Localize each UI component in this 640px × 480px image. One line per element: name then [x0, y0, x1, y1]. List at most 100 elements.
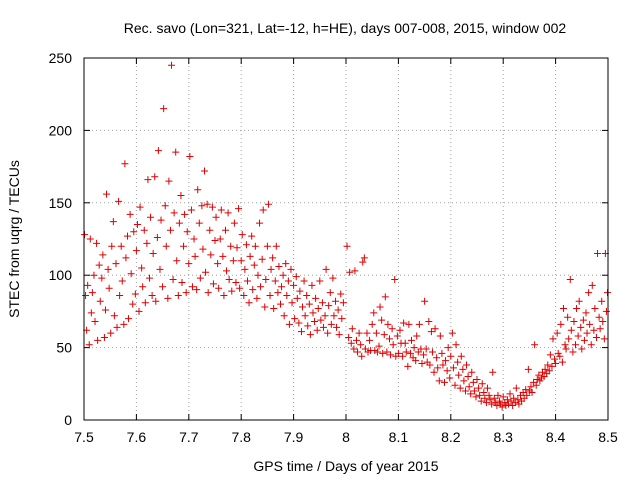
x-tick-label: 8.1	[389, 429, 409, 445]
data-point	[447, 352, 455, 360]
data-point	[358, 352, 366, 360]
data-point	[433, 354, 441, 362]
data-point	[269, 254, 277, 262]
data-point	[587, 341, 595, 349]
data-point	[120, 320, 128, 328]
data-point	[216, 235, 224, 243]
data-point	[319, 323, 327, 331]
data-point	[314, 305, 322, 313]
data-point	[373, 348, 381, 356]
data-point	[583, 329, 591, 337]
data-point	[105, 284, 113, 292]
chart-title: Rec. savo (Lon=321, Lat=-12, h=HE), days…	[124, 20, 567, 36]
data-point	[481, 394, 489, 402]
data-point	[554, 349, 562, 357]
data-point	[602, 307, 610, 315]
data-point	[338, 315, 346, 323]
data-point	[389, 341, 397, 349]
data-point	[372, 329, 380, 337]
data-point	[578, 345, 586, 353]
data-point	[131, 290, 139, 298]
data-point	[187, 206, 195, 214]
data-point	[96, 297, 104, 305]
data-point	[477, 397, 485, 405]
data-point	[108, 242, 116, 250]
data-point	[590, 326, 598, 334]
data-point	[224, 209, 232, 217]
data-point	[460, 377, 468, 385]
data-point	[352, 336, 360, 344]
data-point	[360, 254, 368, 262]
data-point	[596, 325, 604, 333]
data-point	[482, 399, 490, 407]
data-point	[225, 276, 233, 284]
data-point	[493, 402, 501, 410]
data-point	[139, 283, 147, 291]
data-point	[165, 177, 173, 185]
data-point	[546, 351, 554, 359]
data-point	[451, 381, 459, 389]
data-point	[380, 331, 388, 339]
data-point	[522, 386, 530, 394]
data-point	[195, 219, 203, 227]
x-tick-label: 7.9	[284, 429, 304, 445]
data-point	[202, 268, 210, 276]
data-point	[156, 265, 164, 273]
data-point	[147, 213, 155, 221]
data-point	[545, 367, 553, 375]
data-point	[308, 281, 316, 289]
data-point	[201, 167, 209, 175]
data-point	[283, 291, 291, 299]
data-point	[572, 341, 580, 349]
data-point	[313, 326, 321, 334]
y-tick-label: 200	[49, 122, 73, 138]
x-tick-label: 8.4	[546, 429, 566, 445]
data-point	[262, 276, 270, 284]
data-point	[266, 291, 274, 299]
data-point	[190, 235, 198, 243]
data-point	[591, 305, 599, 313]
data-point	[270, 305, 278, 313]
data-point	[296, 287, 304, 295]
data-point	[575, 297, 583, 305]
data-point	[488, 400, 496, 408]
data-point	[532, 381, 540, 389]
data-point	[425, 318, 433, 326]
data-point	[282, 260, 290, 268]
data-point	[350, 345, 358, 353]
data-point	[523, 391, 531, 399]
data-point	[467, 390, 475, 398]
data-point	[297, 328, 305, 336]
data-point	[217, 206, 225, 214]
data-point	[253, 294, 261, 302]
data-point	[274, 289, 282, 297]
data-point	[461, 387, 469, 395]
data-point	[248, 232, 256, 240]
data-point	[406, 349, 414, 357]
data-point	[123, 232, 131, 240]
y-tick-label: 150	[49, 195, 73, 211]
data-point	[496, 397, 504, 405]
data-point	[149, 249, 157, 257]
data-point	[355, 329, 363, 337]
data-point	[376, 303, 384, 311]
data-point	[85, 341, 93, 349]
data-point	[101, 306, 109, 314]
data-point	[456, 384, 464, 392]
data-point	[191, 252, 199, 260]
data-point	[93, 239, 101, 247]
data-point	[168, 61, 176, 69]
data-point	[490, 394, 498, 402]
data-point	[470, 387, 478, 395]
data-point	[229, 257, 237, 265]
data-point	[309, 309, 317, 317]
plot-frame	[83, 57, 609, 421]
data-point	[435, 377, 443, 385]
data-point	[238, 231, 246, 239]
data-point	[169, 276, 177, 284]
data-point	[135, 307, 143, 315]
data-point	[396, 326, 404, 334]
data-point	[412, 357, 420, 365]
data-point	[512, 384, 520, 392]
data-point	[494, 391, 502, 399]
